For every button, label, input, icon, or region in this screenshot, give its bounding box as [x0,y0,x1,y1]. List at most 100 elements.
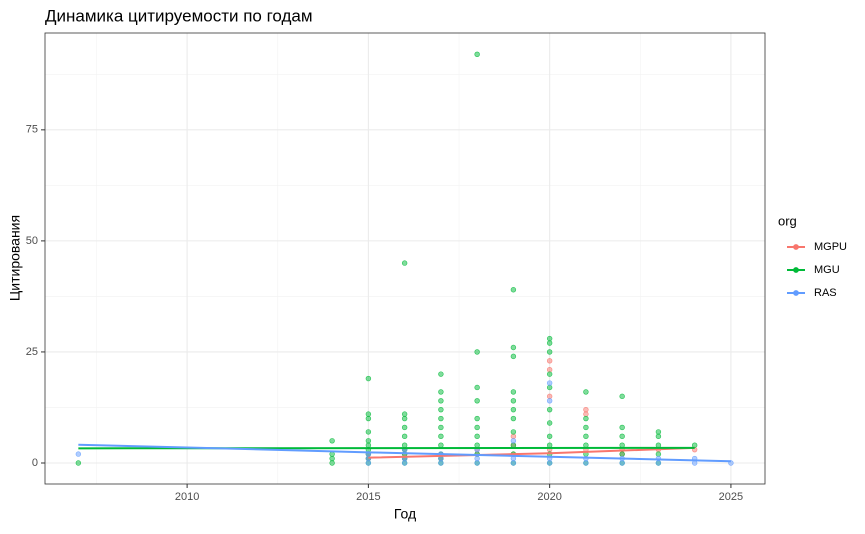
point [511,438,516,443]
legend-label: MGPU [814,241,847,253]
point [584,461,589,466]
point [475,425,480,430]
x-tick-label: 2015 [356,491,380,503]
point [438,398,443,403]
point [547,358,552,363]
point [584,425,589,430]
y-tick-label: 75 [26,124,38,136]
point [547,385,552,390]
point [475,434,480,439]
point [620,461,625,466]
point [438,407,443,412]
x-tick-label: 2010 [175,491,199,503]
point [402,261,407,266]
legend-title: org [778,213,797,228]
point [584,407,589,412]
point [511,407,516,412]
point [511,429,516,434]
point [511,345,516,350]
point [620,425,625,430]
chart-title: Динамика цитируемости по годам [45,6,313,25]
point [475,416,480,421]
point [656,429,661,434]
point [366,443,371,448]
point [366,412,371,417]
legend-key-point [794,245,799,250]
point [438,443,443,448]
point [402,434,407,439]
point [475,461,480,466]
point [475,52,480,57]
point [330,452,335,457]
point [584,434,589,439]
point [547,434,552,439]
point [511,416,516,421]
point [656,461,661,466]
point [438,434,443,439]
point [438,461,443,466]
point [511,354,516,359]
point [330,461,335,466]
legend-key-point [794,268,799,273]
point [547,350,552,355]
point [366,429,371,434]
point [402,416,407,421]
point [620,452,625,457]
point [438,425,443,430]
point [511,434,516,439]
x-tick-label: 2020 [537,491,561,503]
point [547,443,552,448]
point [547,336,552,341]
legend-label: MGU [814,264,840,276]
point [475,456,480,461]
point [547,407,552,412]
point [438,416,443,421]
point [511,461,516,466]
point [475,385,480,390]
point [511,390,516,395]
point [656,434,661,439]
x-axis-title: Год [394,506,416,522]
point [366,376,371,381]
y-tick-label: 25 [26,346,38,358]
y-tick-label: 0 [32,457,38,469]
point [366,438,371,443]
point [511,287,516,292]
point [584,416,589,421]
point [547,372,552,377]
point [547,341,552,346]
point [584,412,589,417]
x-tick-label: 2025 [719,491,743,503]
point [366,461,371,466]
point [656,443,661,448]
point [511,443,516,448]
point [547,398,552,403]
point [475,350,480,355]
y-axis-title: Цитирования [7,215,23,301]
point [330,456,335,461]
point [547,394,552,399]
point [475,398,480,403]
point [402,443,407,448]
point [76,452,81,457]
point [547,381,552,386]
point [620,394,625,399]
point [330,438,335,443]
point [584,443,589,448]
point [620,434,625,439]
point [76,461,81,466]
point [656,452,661,457]
legend-label: RAS [814,287,837,299]
point [402,461,407,466]
point [438,372,443,377]
point [475,443,480,448]
point [620,443,625,448]
point [584,390,589,395]
point [547,367,552,372]
y-tick-label: 50 [26,235,38,247]
point [547,421,552,426]
legend-key-point [794,291,799,296]
point [402,425,407,430]
